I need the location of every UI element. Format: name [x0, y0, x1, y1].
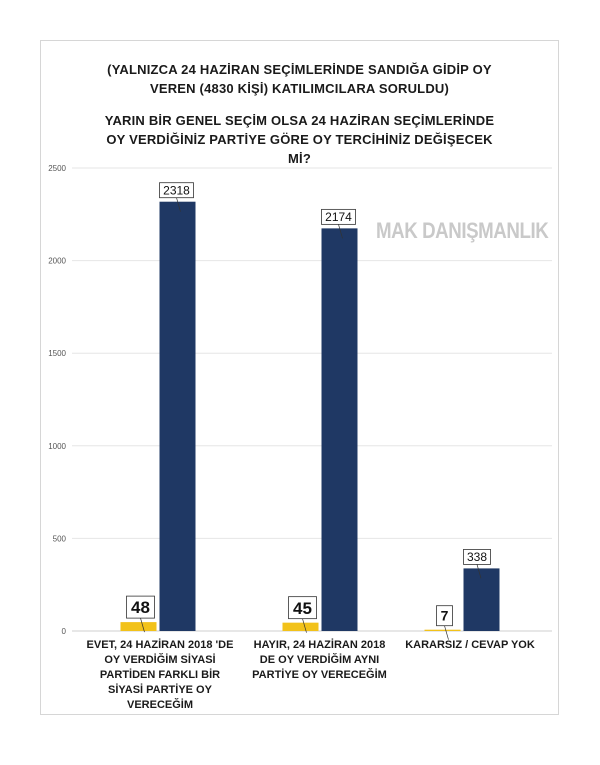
bar-yellow-1 [282, 622, 319, 631]
data-label-leader [140, 618, 145, 633]
category-label-2: KARARSIZ / CEVAP YOK [405, 639, 535, 651]
data-label-box [463, 549, 491, 565]
y-tick-label: 1000 [48, 442, 66, 451]
watermark: MAK DANIŞMANLIK [376, 218, 549, 243]
bar-navy-0 [159, 201, 196, 631]
data-label: 45 [293, 599, 312, 618]
y-tick-label: 2500 [48, 164, 66, 173]
title-line-2: OY VERDİĞİNİZ PARTİYE GÖRE OY TERCİHİNİZ… [106, 132, 493, 147]
data-label-box [126, 595, 155, 619]
data-label: 338 [467, 550, 487, 564]
subtitle-line-2: VEREN (4830 KİŞİ) KATILIMCILARA SORULDU) [149, 81, 450, 96]
title-line-1: YARIN BİR GENEL SEÇİM OLSA 24 HAZİRAN SE… [104, 113, 495, 128]
data-label: 48 [131, 598, 150, 617]
data-label-leader [338, 224, 343, 239]
category-label-0: EVET, 24 HAZİRAN 2018 'DE OY VERDİĞİM Sİ… [86, 639, 234, 711]
bar-yellow-2 [424, 629, 461, 631]
subtitle-line-1: (YALNIZCA 24 HAZİRAN SEÇİMLERİNDE SANDIĞ… [107, 62, 492, 77]
category-label-1: HAYIR, 24 HAZİRAN 2018 DE OY VERDİĞİM AY… [252, 639, 387, 681]
bar-navy-1 [321, 228, 358, 632]
y-tick-label: 1500 [48, 349, 66, 358]
y-tick-label: 0 [62, 627, 67, 636]
data-label-leader [476, 564, 482, 579]
data-label: 7 [441, 608, 449, 624]
data-label-leader [302, 618, 307, 633]
data-label-leader [444, 625, 449, 640]
y-tick-label: 2000 [48, 257, 66, 266]
y-tick-label: 500 [53, 534, 67, 543]
data-label: 2318 [163, 184, 190, 198]
data-label-box [159, 182, 194, 199]
title-line-3: Mİ? [288, 151, 311, 166]
bar-navy-2 [463, 568, 500, 631]
data-label-leader [176, 197, 181, 212]
data-label-box [321, 208, 356, 225]
data-label-box [288, 596, 317, 620]
data-label: 2174 [325, 210, 352, 224]
data-label-box [436, 605, 453, 627]
bar-yellow-0 [120, 622, 157, 631]
